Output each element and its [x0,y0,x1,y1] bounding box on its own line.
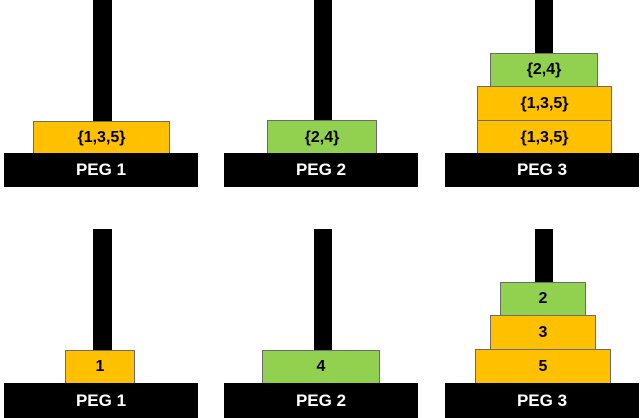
peg-rod [93,0,112,122]
peg-label: PEG 3 [516,390,568,410]
peg-label: PEG 3 [516,160,568,179]
disk: 3 [490,315,596,350]
disk-label: {1,3,5} [77,129,126,146]
disk-label: {1,3,5} [520,94,569,112]
disk-label: 4 [316,358,326,375]
disk: {1,3,5} [477,86,612,121]
peg-base: PEG 1 [4,153,198,187]
peg-label: PEG 1 [75,390,127,410]
disk: {1,3,5} [477,120,612,155]
disk-label: 1 [95,358,105,375]
disk: {2,4} [490,53,598,87]
peg-rod [93,229,112,351]
peg-base: PEG 1 [4,383,198,418]
peg-base: PEG 3 [445,153,639,187]
disk-label: 3 [538,323,548,341]
disk-label: 5 [538,357,548,375]
disk-label: 2 [538,290,548,307]
peg-rod [535,229,553,283]
peg-rod [314,229,332,351]
peg-label: PEG 2 [295,390,347,410]
disk: {1,3,5} [33,121,170,155]
disk: 4 [262,350,380,384]
peg-rod [314,0,332,122]
peg-base: PEG 3 [445,383,639,418]
peg-label: PEG 2 [295,160,347,179]
disk: {2,4} [267,120,377,155]
peg-base: PEG 2 [224,383,418,418]
disk-label: {2,4} [526,61,562,78]
disk-label: {1,3,5} [520,128,569,146]
peg-label: PEG 1 [75,160,127,179]
disk: 5 [475,349,611,384]
peg-base: PEG 2 [224,153,418,187]
peg-rod [535,0,553,56]
disk: 1 [65,350,135,384]
disk: 2 [500,282,586,316]
disk-label: {2,4} [304,128,340,146]
